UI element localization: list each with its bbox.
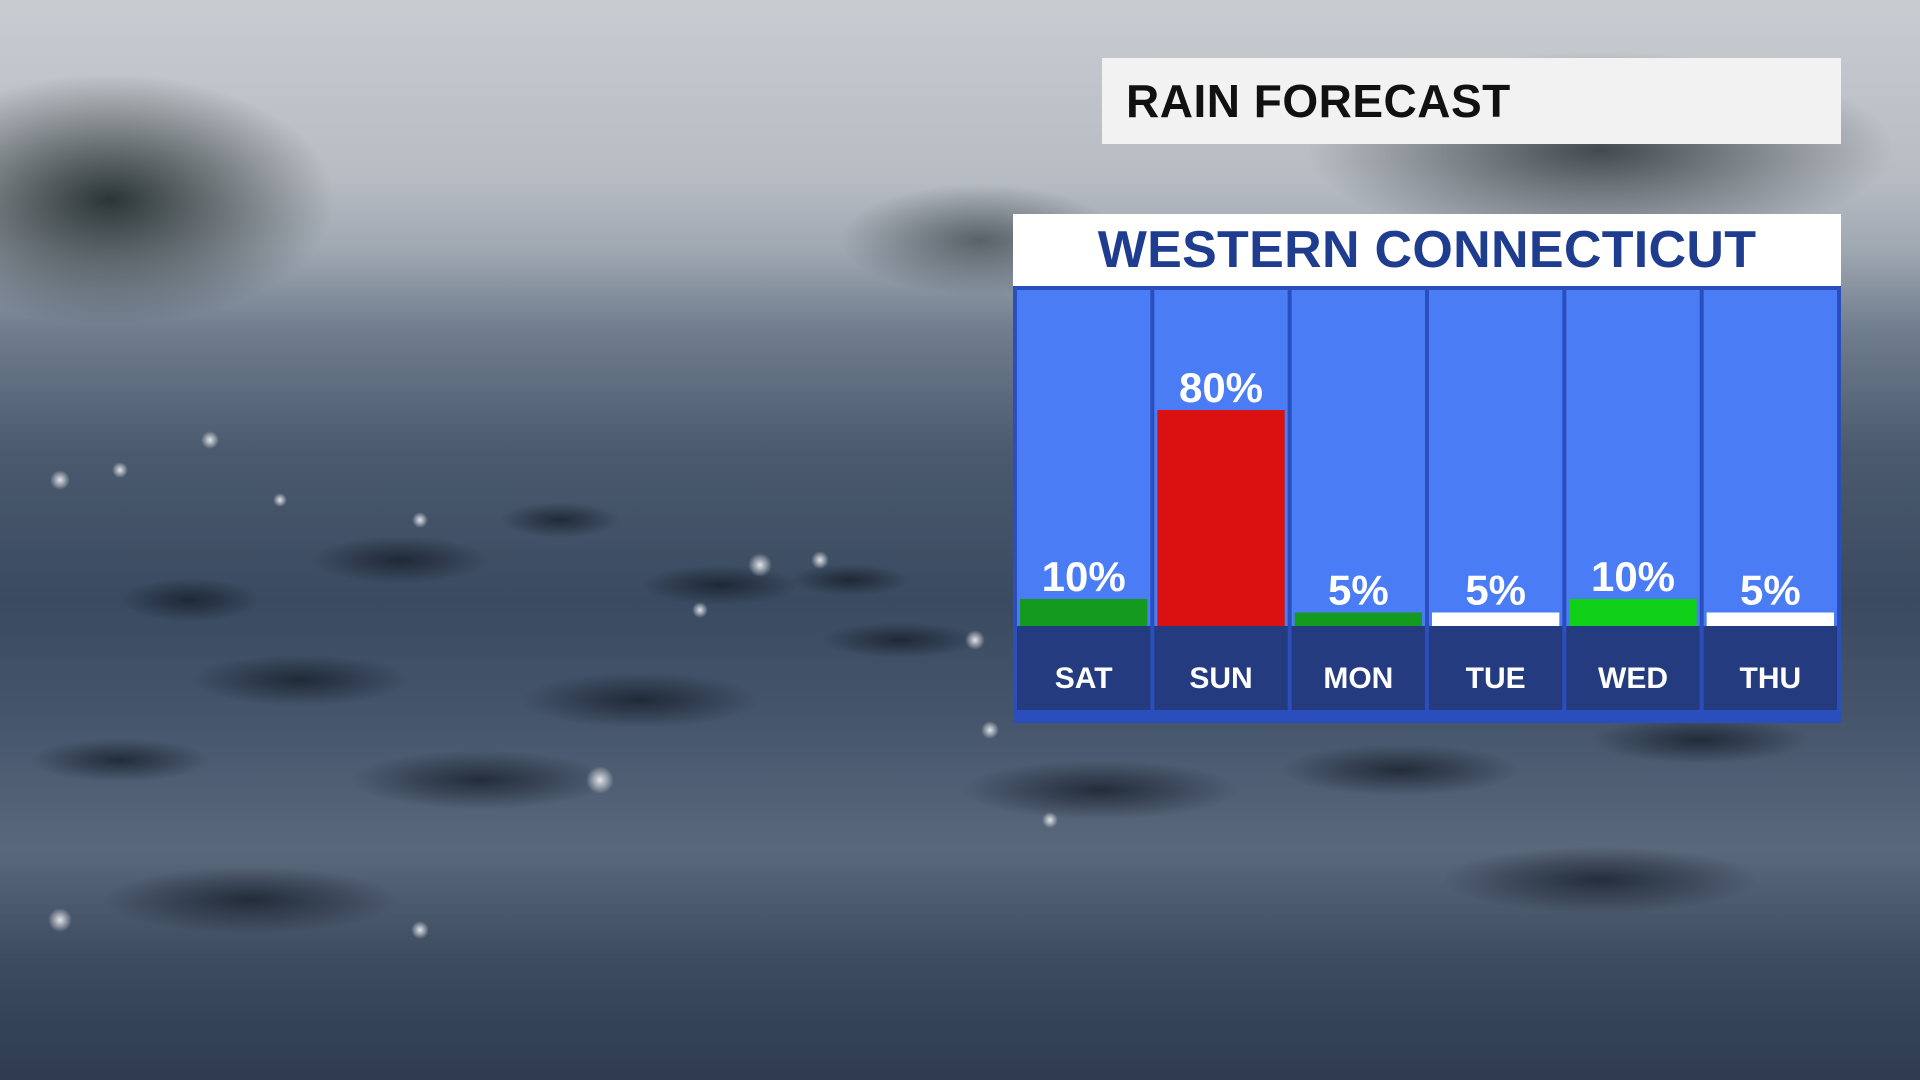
light-sparkle (965, 630, 985, 650)
column-bg-sat (1017, 290, 1151, 626)
water-ripple (820, 622, 980, 658)
day-band-wed (1566, 626, 1700, 710)
water-ripple (1590, 716, 1810, 764)
value-label-sun: 80% (1179, 364, 1263, 411)
light-sparkle (411, 921, 429, 939)
water-ripple (1280, 744, 1520, 796)
value-label-tue: 5% (1465, 567, 1526, 614)
page-title: RAIN FORECAST (1126, 75, 1511, 127)
light-sparkle (112, 462, 128, 478)
day-band-mon (1291, 626, 1425, 710)
day-band-thu (1703, 626, 1837, 710)
light-sparkle (48, 908, 72, 932)
light-sparkle (50, 470, 70, 490)
water-ripple (100, 866, 400, 934)
day-band-tue (1429, 626, 1563, 710)
region-header: WESTERN CONNECTICUT (1013, 214, 1841, 286)
day-band-sun (1154, 626, 1288, 710)
day-label-tue: TUE (1466, 662, 1526, 695)
water-ripple (500, 502, 620, 538)
water-ripple (310, 536, 490, 584)
rain-chance-chart: 10% SAT 80% SUN 5% MON 5% TUE 10% WED 5% THU (1017, 290, 1837, 710)
water-ripple (790, 564, 910, 596)
column-bg-thu (1703, 290, 1837, 626)
value-label-thu: 5% (1740, 567, 1801, 614)
day-label-wed: WED (1598, 662, 1668, 695)
light-sparkle (1042, 812, 1058, 828)
region-title: WESTERN CONNECTICUT (1097, 221, 1757, 279)
column-bg-tue (1429, 290, 1563, 626)
light-sparkle (273, 493, 287, 507)
water-ripple (960, 760, 1240, 820)
day-label-sun: SUN (1189, 662, 1252, 695)
bar-sat (1020, 599, 1148, 626)
light-sparkle (981, 721, 999, 739)
light-sparkle (811, 551, 829, 569)
bar-sun (1157, 410, 1285, 626)
light-sparkle (748, 553, 772, 577)
light-sparkle (692, 602, 708, 618)
day-label-thu: THU (1740, 662, 1802, 695)
value-label-sat: 10% (1042, 553, 1126, 600)
bar-thu (1706, 612, 1834, 626)
bar-mon (1294, 612, 1422, 626)
bar-tue (1432, 612, 1560, 626)
bar-wed (1569, 599, 1697, 626)
light-sparkle (201, 431, 219, 449)
day-label-mon: MON (1323, 662, 1393, 695)
day-label-sat: SAT (1055, 662, 1113, 695)
water-ripple (520, 672, 760, 728)
water-ripple (640, 565, 800, 605)
light-sparkle (586, 766, 614, 794)
column-bg-mon (1291, 290, 1425, 626)
day-band-sat (1017, 626, 1151, 710)
water-ripple (30, 738, 210, 782)
forecast-panel: WESTERN CONNECTICUT 10% SAT 80% SUN 5% MON 5% T… (1013, 214, 1841, 723)
water-ripple (1440, 846, 1760, 914)
water-ripple (190, 654, 410, 706)
value-label-wed: 10% (1591, 553, 1675, 600)
water-ripple (120, 578, 260, 622)
light-sparkle (412, 512, 428, 528)
value-label-mon: 5% (1328, 567, 1389, 614)
column-bg-wed (1566, 290, 1700, 626)
title-box: RAIN FORECAST (1102, 58, 1841, 144)
water-ripple (350, 750, 610, 810)
